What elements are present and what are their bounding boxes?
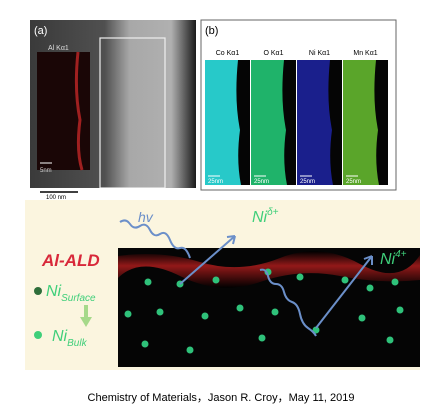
ni-base: Ni [52, 328, 68, 345]
map-label: Al Kα1 [48, 45, 69, 52]
panel-b: (b) Co Kα1 25nm O Kα1 25nm Ni Kα1 25nm Mn Kα1 2… [200, 19, 397, 191]
ni-dot [386, 336, 394, 344]
photon-out [315, 255, 373, 329]
ni-dot [236, 304, 244, 312]
al-signal [74, 51, 84, 171]
al-ald-label: Al-ALD [41, 251, 100, 270]
photon-in [259, 268, 317, 337]
ni-dot [258, 334, 266, 342]
scale-label: 25nm [208, 179, 223, 185]
scale-label: 100 nm [46, 195, 66, 201]
schematic: hv Niδ+ Ni4+ Al-ALD NiSurface NiBulk [25, 200, 420, 370]
ni-dot [396, 306, 404, 314]
map-label: O Kα1 [264, 50, 284, 57]
ni-dot [358, 314, 366, 322]
panel-a: (a) Al Kα1 5nm 100 nm [30, 20, 196, 201]
scale-label: 5nm [40, 168, 52, 174]
ni-sub: Surface [61, 293, 96, 304]
scale-strip [30, 188, 196, 196]
ni-dot [312, 326, 320, 334]
map-label: Ni Kα1 [309, 50, 330, 57]
ni-dot [144, 278, 152, 286]
map-label: Co Kα1 [216, 50, 240, 57]
arrow-head [226, 235, 236, 245]
ni-dot [391, 278, 399, 286]
photon-out [179, 235, 236, 285]
ni-dot [271, 308, 279, 316]
ni-delta-label: Niδ+ [252, 207, 279, 226]
ni-dot [366, 284, 374, 292]
map-edge [282, 60, 296, 185]
arrow [80, 305, 92, 327]
ni-sup: 4+ [395, 249, 407, 260]
scale-label: 25nm [346, 179, 361, 185]
al-map [37, 52, 90, 170]
ni-4-label: Ni4+ [380, 249, 407, 268]
ni-bulk-label: NiBulk [52, 328, 88, 349]
arrow-head [363, 255, 373, 265]
photon-paths [119, 219, 373, 337]
panel-label: (a) [34, 25, 47, 37]
ni-dot [141, 340, 149, 348]
ni-sup: δ+ [267, 207, 279, 218]
ni-dot [341, 276, 349, 284]
ni-dot [34, 331, 42, 339]
ni-dot [296, 273, 304, 281]
caption: Chemistry of Materials，Jason R. Croy，May… [88, 392, 355, 404]
ni-base: Ni [380, 251, 396, 268]
scale-label: 25nm [254, 179, 269, 185]
map-edge [236, 60, 250, 185]
photon-in [119, 219, 191, 259]
map-edge [374, 60, 388, 185]
ni-dot [124, 310, 132, 318]
map-label: Mn Kα1 [353, 50, 377, 57]
map-edge [328, 60, 342, 185]
ni-surface-label: NiSurface [46, 283, 96, 304]
ni-dot [186, 346, 194, 354]
hv-label: hv [138, 209, 154, 225]
panel-label: (b) [205, 25, 218, 37]
ni-sub: Bulk [67, 338, 87, 349]
ni-dot [156, 308, 164, 316]
ni-dot [212, 276, 220, 284]
ni-base: Ni [252, 209, 268, 226]
ni-dot [34, 287, 42, 295]
ni-base: Ni [46, 283, 62, 300]
ni-dot [201, 312, 209, 320]
scale-label: 25nm [300, 179, 315, 185]
